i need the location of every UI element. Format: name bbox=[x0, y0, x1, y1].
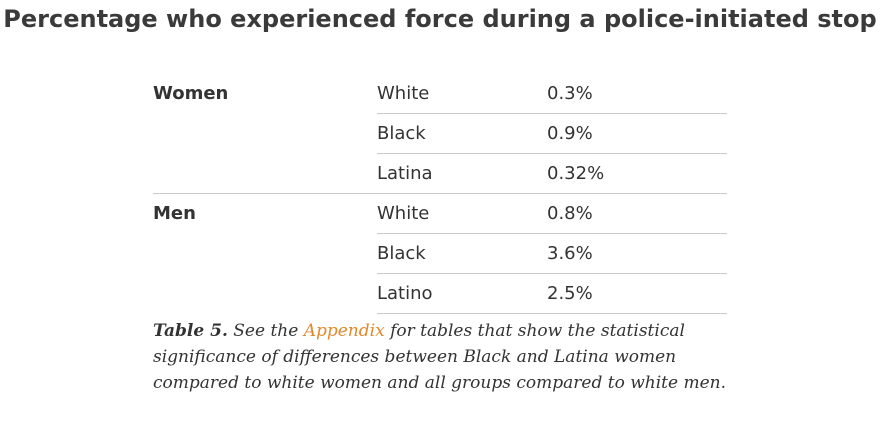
value-cell: 0.8% bbox=[547, 193, 727, 234]
group-spacer bbox=[153, 274, 377, 314]
table-row: Women White 0.3% bbox=[153, 74, 727, 114]
data-table: Women White 0.3% Black 0.9% Latina 0.32%… bbox=[153, 74, 727, 314]
race-cell: Black bbox=[377, 233, 547, 274]
page-title: Percentage who experienced force during … bbox=[3, 5, 877, 33]
table-row: Men White 0.8% bbox=[153, 193, 727, 234]
group-label-women: Women bbox=[153, 83, 229, 105]
table-row: Latina 0.32% bbox=[153, 153, 727, 194]
group-label-men: Men bbox=[153, 203, 196, 225]
value-cell: 2.5% bbox=[547, 273, 727, 314]
value-cell: 0.3% bbox=[547, 74, 727, 114]
table-row: Latino 2.5% bbox=[153, 273, 727, 314]
caption-label: Table 5. bbox=[153, 321, 228, 341]
race-cell: White bbox=[377, 193, 547, 234]
caption-text-post: for tables that show the statistical sig… bbox=[153, 321, 726, 393]
group-spacer bbox=[153, 153, 377, 194]
table-row: Black 0.9% bbox=[153, 113, 727, 154]
group-spacer bbox=[153, 234, 377, 274]
table-row: Black 3.6% bbox=[153, 233, 727, 274]
value-cell: 3.6% bbox=[547, 233, 727, 274]
table-caption: Table 5. See the Appendix for tables tha… bbox=[153, 318, 733, 396]
race-cell: Latina bbox=[377, 153, 547, 194]
race-cell: White bbox=[377, 74, 547, 114]
appendix-link[interactable]: Appendix bbox=[303, 321, 385, 341]
race-cell: Latino bbox=[377, 273, 547, 314]
group-spacer bbox=[153, 114, 377, 154]
caption-text-pre: See the bbox=[227, 321, 304, 341]
value-cell: 0.9% bbox=[547, 113, 727, 154]
value-cell: 0.32% bbox=[547, 153, 727, 194]
force-table: Women White 0.3% Black 0.9% Latina 0.32%… bbox=[153, 74, 727, 314]
race-cell: Black bbox=[377, 113, 547, 154]
